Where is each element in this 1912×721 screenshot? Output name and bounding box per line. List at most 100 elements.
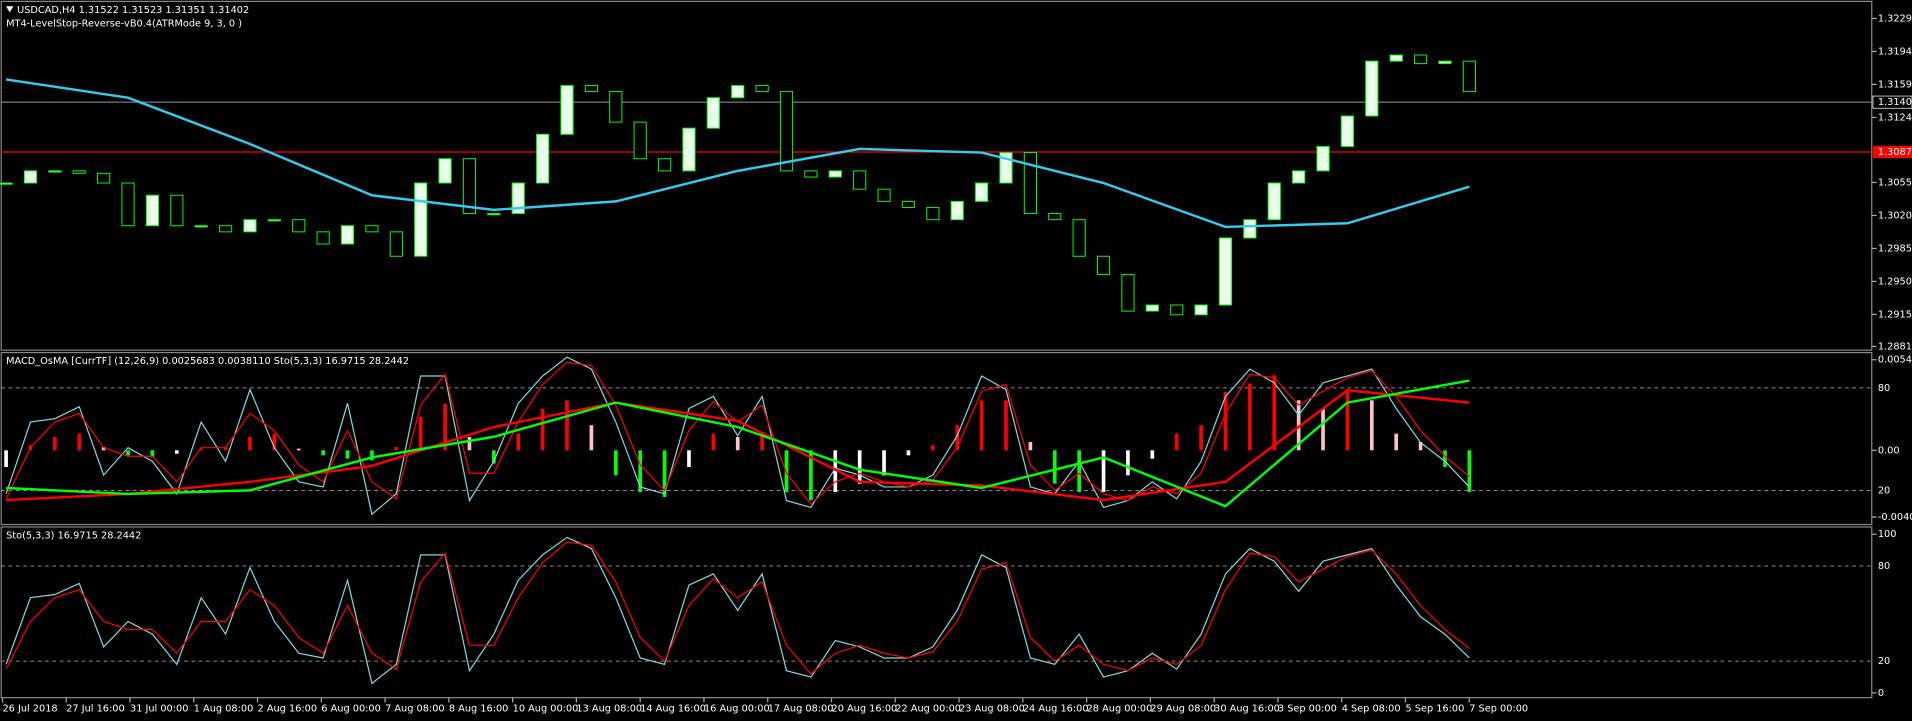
histogram-bar: [1369, 400, 1374, 451]
histogram-bar: [540, 408, 545, 451]
x-tick-label: 16 Aug 00:00: [704, 704, 770, 715]
y-tick-label: 1.29500: [1878, 276, 1912, 287]
y-tick-label: 0.00: [1878, 445, 1900, 456]
candle: [1048, 213, 1062, 221]
y-tick-label: 1.31240: [1878, 112, 1912, 123]
candle: [975, 182, 989, 202]
sto-main-overlay: [5, 356, 1470, 516]
histogram-bar: [784, 450, 789, 492]
histogram-bar: [1052, 450, 1057, 484]
histogram-bar: [687, 450, 691, 467]
candle: [23, 170, 38, 184]
histogram-bar: [857, 450, 862, 484]
x-tick-label: 30 Aug 16:00: [1214, 704, 1280, 715]
y-tick-label: 100: [1878, 529, 1897, 540]
x-tick-label: 7 Sep 00:00: [1469, 704, 1528, 715]
x-tick-label: 1 Aug 08:00: [194, 704, 254, 715]
candle: [1096, 255, 1111, 276]
candle: [828, 170, 842, 178]
candle: [804, 170, 818, 178]
candle: [633, 121, 647, 160]
candle: [1389, 54, 1403, 62]
candle: [267, 219, 281, 222]
histogram-bar: [150, 450, 155, 457]
y-tick-label: 80: [1878, 383, 1890, 394]
histogram-bar: [492, 450, 496, 464]
candle: [121, 182, 135, 227]
histogram-bar: [906, 450, 911, 456]
histogram-bar: [809, 450, 813, 501]
sto-panel-frame: [0, 526, 1873, 699]
histogram-bar: [1223, 391, 1228, 451]
histogram-bar: [418, 416, 423, 451]
candle: [1316, 145, 1330, 172]
x-tick-label: 6 Aug 00:00: [321, 704, 381, 715]
x-tick-label: 28 Aug 00:00: [1087, 704, 1153, 715]
candle: [1194, 304, 1208, 316]
x-tick-label: 29 Aug 08:00: [1150, 704, 1216, 715]
histogram-bar: [931, 445, 935, 451]
macd-panel-frame: [0, 351, 1873, 526]
candle: [292, 219, 306, 233]
moving-average: [5, 78, 1470, 229]
sto-main: [5, 536, 1470, 685]
x-tick-label: 20 Aug 16:00: [832, 704, 898, 715]
x-tick-label: 23 Aug 08:00: [959, 704, 1025, 715]
histogram-bar: [1077, 450, 1081, 492]
histogram-bar: [1394, 433, 1399, 451]
candle: [1292, 170, 1306, 184]
candle: [950, 200, 964, 221]
candle: [1414, 54, 1428, 65]
candle: [194, 225, 208, 228]
candle: [1243, 219, 1257, 239]
candle: [1121, 274, 1135, 312]
y-tick-label: 1.30200: [1878, 210, 1912, 221]
y-tick-label: 1.31940: [1878, 46, 1912, 57]
histogram-bar: [516, 433, 521, 451]
y-tick-label: 20: [1878, 656, 1890, 667]
candle: [560, 85, 574, 135]
histogram-bar: [1028, 441, 1033, 451]
histogram-bar: [248, 436, 252, 451]
x-tick-label: 14 Aug 16:00: [640, 704, 706, 715]
candle: [438, 158, 452, 184]
histogram-bar: [833, 450, 838, 492]
current-price-box: [1872, 95, 1912, 109]
histogram-bar: [1418, 441, 1423, 451]
x-tick-label: 3 Sep 00:00: [1278, 704, 1337, 715]
candle: [1462, 60, 1476, 93]
histogram-bar: [1345, 391, 1350, 451]
sto-title: Sto(5,3,3) 16.9715 28.2442: [6, 530, 141, 541]
collapse-arrow[interactable]: [6, 6, 14, 13]
histogram-bar: [882, 450, 886, 476]
x-tick-label: 10 Aug 00:00: [513, 704, 579, 715]
histogram-bar: [1126, 450, 1130, 476]
candle: [1438, 60, 1452, 65]
histogram-bar: [345, 450, 350, 459]
histogram-bar: [296, 448, 301, 451]
candle: [389, 231, 403, 257]
y-tick-label: 1.31590: [1878, 79, 1912, 90]
candle: [48, 170, 62, 173]
candle: [1218, 237, 1233, 306]
candle: [1145, 304, 1159, 312]
histogram-bar: [1467, 450, 1472, 492]
x-tick-label: 24 Aug 16:00: [1023, 704, 1089, 715]
histogram-bar: [53, 436, 57, 451]
histogram-bar: [101, 446, 106, 451]
candle: [706, 97, 720, 129]
x-tick-label: 2 Aug 16:00: [258, 704, 318, 715]
current-price-label: 1.31402: [1878, 97, 1912, 108]
candle: [584, 85, 598, 93]
x-tick-label: 31 Jul 00:00: [130, 704, 188, 715]
histogram-bar: [1272, 375, 1277, 451]
x-tick-label: 7 Aug 08:00: [385, 704, 445, 715]
histogram-bar: [613, 450, 618, 476]
candle: [340, 225, 355, 245]
histogram-bar: [126, 450, 130, 456]
candle: [1023, 152, 1037, 215]
y-tick-label: -0.004000: [1878, 512, 1912, 523]
x-tick-label: 13 Aug 08:00: [576, 704, 642, 715]
slow-green-line: [6, 379, 1470, 508]
